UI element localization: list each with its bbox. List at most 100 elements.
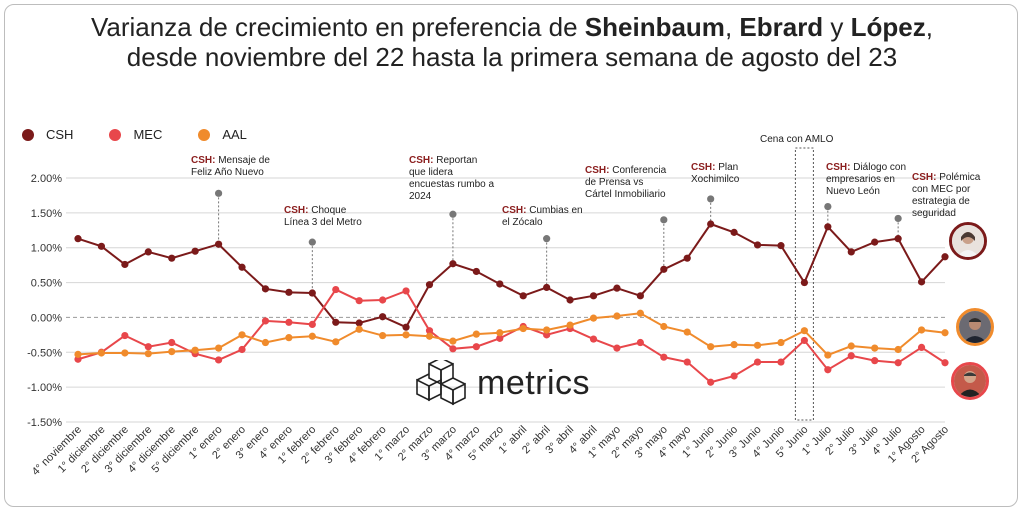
data-point-aal [97, 349, 106, 357]
data-point-aal [777, 338, 785, 347]
y-tick-label: -1.00% [27, 382, 62, 394]
data-point-aal [285, 334, 293, 342]
annotation-text: Feliz Año Nuevo [191, 167, 264, 178]
data-point-mec [168, 338, 176, 347]
data-point-aal [824, 351, 832, 359]
data-point-aal [543, 326, 551, 334]
data-point-aal [589, 314, 598, 322]
data-point-csh [566, 296, 574, 304]
logo-text: metrics [477, 363, 591, 402]
data-point-aal [472, 330, 480, 338]
legend-item-mec: MEC [109, 127, 162, 142]
annotation-lead: CSH: [284, 205, 309, 216]
data-point-mec [613, 344, 621, 352]
data-point-mec [871, 357, 879, 365]
annotation-text: Diálogo con [850, 162, 907, 173]
annotation-linea-3: CSH: Choque Línea 3 del Metro [284, 205, 362, 229]
annotation-text: Conferencia [609, 165, 667, 176]
data-point-aal [214, 344, 223, 352]
person-portrait-icon [954, 365, 986, 397]
chart-legend: CSH MEC AAL [22, 127, 283, 142]
data-point-aal [355, 325, 363, 333]
data-point-mec [425, 327, 434, 335]
person-portrait-icon [959, 311, 991, 343]
data-point-mec [261, 317, 270, 325]
annotation-cartel: CSH: Conferencia de Prensa vs Cártel Inmob… [585, 165, 666, 201]
data-point-aal [261, 338, 270, 347]
avatar-lopez [956, 308, 994, 346]
title-separator-2: y [823, 12, 851, 42]
y-tick-label: -0.50% [27, 347, 62, 359]
y-tick-label: 1.00% [31, 243, 62, 255]
data-point-csh [543, 283, 551, 292]
annotation-nuevo-leon: CSH: Diálogo con empresarios en Nuevo León [826, 162, 906, 198]
annotation-text: Cumbias en [526, 205, 583, 216]
data-point-csh [753, 241, 762, 249]
annotation-marker [449, 210, 457, 218]
data-point-mec [308, 320, 316, 328]
annotation-text: estrategia de [912, 196, 970, 207]
data-point-mec [144, 343, 152, 351]
data-point-aal [496, 329, 504, 337]
data-point-aal [847, 342, 855, 350]
series-line-csh [77, 222, 946, 329]
data-point-csh [355, 319, 363, 327]
annotation-text: Polémica [936, 172, 981, 183]
annotation-marker [308, 238, 316, 246]
annotation-seguridad: CSH: Polémica con MEC por estrategia de seg… [912, 172, 980, 220]
title-separator-1: , [724, 12, 740, 42]
data-point-csh [777, 242, 785, 250]
data-point-mec [402, 287, 410, 295]
title-name-sheinbaum: Sheinbaum [584, 12, 725, 42]
annotation-lead: CSH: [409, 155, 434, 166]
series-line-mec [77, 288, 946, 384]
data-point-csh [261, 285, 270, 293]
annotation-text: Cena con AMLO [760, 134, 834, 145]
annotation-text: 2024 [409, 191, 432, 202]
annotation-text: Cártel Inmobiliario [585, 189, 666, 200]
data-point-aal [683, 328, 691, 336]
data-point-csh [660, 265, 668, 273]
data-point-mec [449, 345, 457, 353]
data-point-aal [917, 326, 926, 334]
data-point-aal [425, 332, 434, 340]
data-point-mec [847, 352, 855, 360]
annotation-text: Xochimilco [691, 174, 740, 185]
legend-label-mec: MEC [133, 127, 163, 142]
title-name-lopez: López [850, 12, 926, 42]
data-point-csh [121, 260, 129, 269]
data-point-csh [144, 248, 152, 256]
avatar-ebrard [951, 362, 989, 400]
annotation-text: que lidera [409, 167, 453, 178]
data-point-mec [707, 378, 715, 386]
data-point-csh [871, 238, 879, 246]
annotation-lead: CSH: [191, 155, 216, 166]
annotation-encuestas: CSH: Reportan que lidera encuestas rumbo a… [409, 155, 494, 203]
data-point-mec [355, 297, 363, 305]
annotation-text: Nuevo León [826, 186, 880, 197]
data-point-csh [168, 254, 176, 262]
data-point-mec [753, 358, 762, 366]
data-point-csh [308, 289, 316, 297]
data-point-mec [238, 345, 246, 354]
title-text-post: , [925, 12, 933, 42]
data-point-csh [613, 284, 621, 292]
y-tick-label: 0.50% [31, 278, 62, 290]
data-point-csh [730, 228, 738, 236]
y-tick-label: 2.00% [31, 173, 62, 185]
legend-label-aal: AAL [222, 127, 247, 142]
annotation-lead: CSH: [691, 162, 716, 173]
title-line-2: desde noviembre del 22 hasta la primera … [126, 42, 898, 72]
annotation-text: encuestas rumbo a [409, 179, 495, 190]
data-point-mec [800, 336, 809, 345]
annotation-marker [894, 214, 902, 223]
data-point-mec [777, 358, 785, 366]
series-line-aal [77, 312, 946, 357]
data-point-csh [589, 292, 598, 300]
data-point-csh [74, 235, 82, 243]
annotation-text: Plan [715, 162, 739, 173]
data-point-mec [496, 334, 504, 342]
data-point-aal [144, 350, 152, 358]
title-name-ebrard: Ebrard [739, 12, 824, 42]
legend-item-aal: AAL [198, 127, 247, 142]
